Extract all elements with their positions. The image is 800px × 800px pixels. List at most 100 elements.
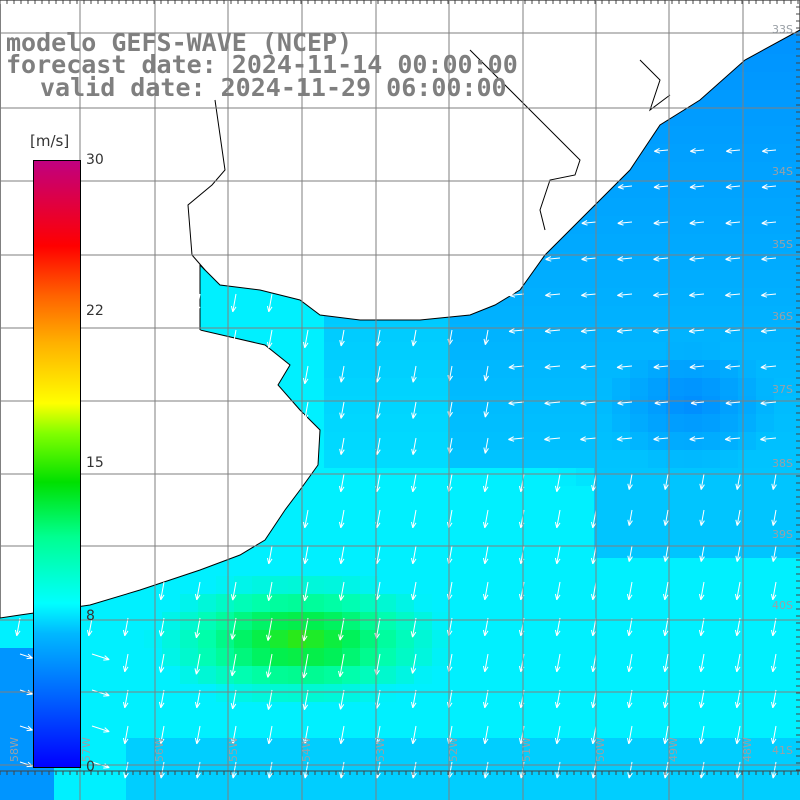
wind-arrow: [544, 364, 561, 370]
wind-arrow: [483, 401, 489, 418]
wind-arrow: [338, 473, 345, 493]
wind-arrow: [338, 725, 345, 745]
wind-arrow: [688, 328, 705, 334]
wind-arrow: [771, 509, 777, 526]
wind-arrow: [771, 545, 777, 562]
colorbar-unit: [m/s]: [30, 132, 70, 150]
coast-detail: [639, 59, 671, 112]
wind-arrow: [689, 364, 705, 370]
lon-label: 54W: [300, 737, 313, 762]
wind-arrow: [626, 653, 633, 673]
wind-arrow: [617, 292, 633, 298]
wind-arrow: [158, 725, 165, 745]
wind-arrow: [653, 292, 669, 298]
lon-label: 52W: [447, 737, 460, 762]
wind-arrow: [230, 617, 237, 640]
wind-arrow: [338, 617, 345, 641]
wind-arrow: [230, 653, 237, 677]
wind-arrow: [663, 473, 669, 490]
wind-arrow: [725, 292, 741, 298]
wind-arrow: [626, 617, 633, 637]
wind-arrow: [302, 509, 309, 529]
title-valid-date: valid date: 2024-11-29 06:00:00: [40, 73, 507, 102]
title-forecast-date: forecast date: 2024-11-14 00:00:00: [6, 50, 518, 79]
wind-arrow: [760, 328, 777, 334]
wind-arrow: [725, 220, 741, 226]
wind-arrow: [194, 725, 201, 745]
wind-arrow: [302, 545, 309, 565]
wind-arrow: [339, 365, 345, 383]
wind-arrow: [230, 689, 237, 710]
wind-arrow: [194, 293, 201, 313]
wind-arrow: [580, 364, 597, 370]
wind-arrow: [725, 148, 741, 154]
lat-label: 36S: [772, 310, 793, 323]
wind-arrow: [760, 364, 777, 370]
wind-arrow: [482, 653, 489, 673]
wind-arrow: [699, 473, 705, 490]
wind-arrow: [194, 653, 201, 675]
wind-arrow: [734, 653, 741, 673]
lon-label: 58W: [8, 737, 21, 762]
wind-arrow: [590, 689, 597, 709]
wind-arrow: [662, 725, 669, 745]
wind-arrow: [482, 617, 489, 637]
wind-arrow: [194, 581, 201, 601]
wind-arrow: [339, 437, 345, 455]
wind-arrow: [725, 256, 741, 262]
wind-arrow: [482, 509, 489, 529]
wind-arrow: [662, 653, 669, 673]
wind-arrow: [482, 689, 489, 709]
colorbar-tick-8: 8: [86, 608, 95, 624]
lagoon-outline: [469, 49, 581, 231]
wind-arrow: [158, 653, 165, 673]
lat-label: 34S: [772, 165, 793, 178]
wind-arrow: [545, 292, 561, 298]
wind-arrow: [652, 328, 669, 334]
title-model: modelo GEFS-WAVE (NCEP): [6, 28, 353, 57]
wind-arrow: [554, 689, 561, 709]
wind-arrow: [91, 653, 110, 661]
wind-arrow: [770, 725, 777, 745]
wind-arrow: [230, 725, 237, 745]
wind-arrow: [554, 653, 561, 673]
wind-arrow: [86, 617, 93, 637]
wind-arrow: [761, 148, 777, 154]
wind-arrow: [410, 689, 417, 709]
wind-arrow: [302, 689, 309, 711]
lat-label: 35S: [772, 238, 793, 251]
wind-arrow: [483, 365, 489, 382]
wind-arrow: [698, 617, 705, 637]
wind-arrow: [266, 545, 273, 565]
wind-arrow: [158, 689, 165, 709]
wind-arrow: [653, 184, 669, 190]
lat-label: 40S: [772, 599, 793, 612]
wind-arrow: [617, 184, 633, 190]
wind-arrow: [770, 653, 777, 673]
wind-arrow: [482, 581, 489, 601]
wind-arrow: [590, 545, 597, 565]
wind-arrow: [410, 581, 417, 601]
lon-label: 55W: [227, 737, 240, 762]
wind-arrow: [725, 184, 741, 190]
wind-arrow: [698, 725, 705, 745]
colorbar-tick-15: 15: [86, 455, 104, 471]
wind-arrow: [544, 328, 561, 334]
wind-arrow: [230, 329, 237, 349]
wind-arrow: [554, 617, 561, 637]
wind-arrow: [761, 184, 777, 190]
wind-arrow: [509, 292, 525, 298]
wind-arrow: [735, 509, 741, 526]
wind-arrow: [194, 689, 201, 709]
wind-arrow: [482, 545, 489, 565]
wind-arrow: [616, 364, 633, 370]
wind-arrow: [580, 436, 597, 442]
wind-arrow: [483, 437, 489, 454]
wind-arrow: [761, 292, 777, 298]
wind-arrow: [302, 725, 309, 745]
wind-arrow: [581, 220, 597, 226]
wind-arrow: [482, 473, 489, 493]
wind-arrow: [626, 581, 633, 601]
wind-arrow: [734, 581, 741, 601]
wind-arrow: [19, 653, 33, 660]
